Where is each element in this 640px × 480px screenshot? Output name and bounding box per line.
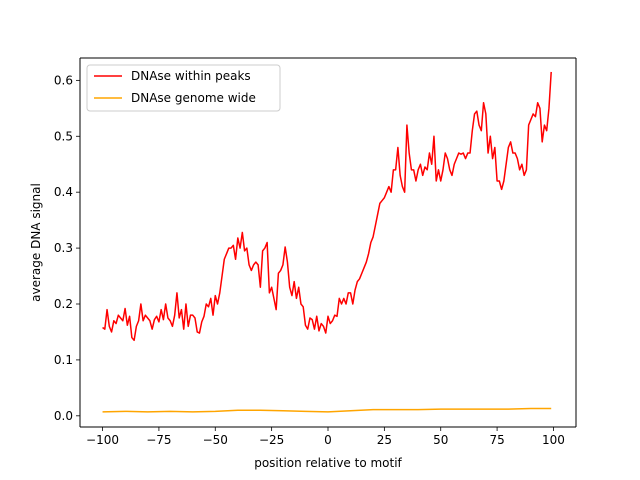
legend-frame <box>86 64 281 112</box>
legend: DNAse within peaks DNAse genome wide <box>86 64 281 112</box>
y-tick-label: 0.5 <box>54 129 73 143</box>
x-tick-label: 100 <box>542 433 565 447</box>
y-ticks: 0.0 0.1 0.2 0.3 0.4 0.5 0.6 <box>54 73 80 423</box>
series-line-within-peaks <box>102 71 552 342</box>
x-ticks: −100 −75 −50 −25 0 25 50 75 100 <box>86 427 565 447</box>
legend-label-within-peaks: DNAse within peaks <box>131 69 251 83</box>
x-axis-label: position relative to motif <box>254 456 402 470</box>
legend-label-genome-wide: DNAse genome wide <box>131 91 256 105</box>
y-tick-label: 0.1 <box>54 353 73 367</box>
y-axis-label: average DNA signal <box>29 183 43 302</box>
series-layer <box>102 71 552 413</box>
x-tick-label: −75 <box>146 433 171 447</box>
x-tick-label: 25 <box>377 433 392 447</box>
x-tick-label: −25 <box>259 433 284 447</box>
y-tick-label: 0.2 <box>54 297 73 311</box>
x-tick-label: −100 <box>86 433 119 447</box>
y-tick-label: 0.6 <box>54 73 73 87</box>
y-tick-label: 0.3 <box>54 241 73 255</box>
series-line-genome-wide <box>102 407 552 413</box>
x-tick-label: −50 <box>203 433 228 447</box>
x-tick-label: 0 <box>324 433 332 447</box>
y-tick-label: 0.0 <box>54 409 73 423</box>
x-tick-label: 75 <box>489 433 504 447</box>
y-tick-label: 0.4 <box>54 185 73 199</box>
plot-area <box>80 58 576 427</box>
x-tick-label: 50 <box>433 433 448 447</box>
